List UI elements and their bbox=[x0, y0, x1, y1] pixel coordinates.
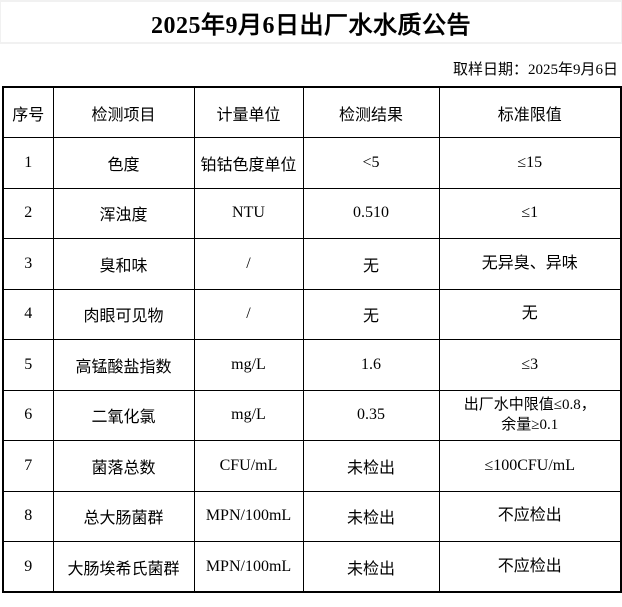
cell-no: 9 bbox=[2, 541, 54, 593]
cell-no: 7 bbox=[2, 440, 54, 492]
cell-item: 高锰酸盐指数 bbox=[52, 339, 195, 391]
col-header-item: 检测项目 bbox=[52, 86, 195, 138]
cell-result: 0.510 bbox=[302, 187, 440, 239]
cell-no: 8 bbox=[2, 490, 54, 542]
table-row: 3 臭和味 / 无 无异臭、异味 bbox=[2, 238, 622, 290]
cell-result: 无 bbox=[302, 288, 440, 340]
cell-item: 臭和味 bbox=[52, 238, 195, 290]
cell-result: 未检出 bbox=[302, 440, 440, 492]
cell-unit: 铂钴色度单位 bbox=[193, 137, 304, 189]
cell-item: 大肠埃希氏菌群 bbox=[52, 541, 195, 593]
cell-unit: NTU bbox=[193, 187, 304, 239]
cell-limit: ≤1 bbox=[438, 187, 622, 239]
cell-limit: ≤15 bbox=[438, 137, 622, 189]
table-header-row: 序号 检测项目 计量单位 检测结果 标准限值 bbox=[2, 86, 622, 138]
cell-result: 未检出 bbox=[302, 490, 440, 542]
cell-unit: / bbox=[193, 288, 304, 340]
cell-unit: / bbox=[193, 238, 304, 290]
cell-limit: 无异臭、异味 bbox=[438, 238, 622, 290]
cell-unit: MPN/100mL bbox=[193, 490, 304, 542]
cell-unit: CFU/mL bbox=[193, 440, 304, 492]
cell-no: 6 bbox=[2, 389, 54, 441]
cell-result: <5 bbox=[302, 137, 440, 189]
cell-limit: 不应检出 bbox=[438, 541, 622, 593]
cell-unit: mg/L bbox=[193, 389, 304, 441]
table-row: 7 菌落总数 CFU/mL 未检出 ≤100CFU/mL bbox=[2, 440, 622, 492]
table-row: 2 浑浊度 NTU 0.510 ≤1 bbox=[2, 187, 622, 239]
cell-unit: MPN/100mL bbox=[193, 541, 304, 593]
table-row: 1 色度 铂钴色度单位 <5 ≤15 bbox=[2, 137, 622, 189]
cell-limit: ≤100CFU/mL bbox=[438, 440, 622, 492]
cell-result: 未检出 bbox=[302, 541, 440, 593]
cell-item: 二氧化氯 bbox=[52, 389, 195, 441]
cell-result: 1.6 bbox=[302, 339, 440, 391]
table-row: 8 总大肠菌群 MPN/100mL 未检出 不应检出 bbox=[2, 490, 622, 542]
cell-limit: 无 bbox=[438, 288, 622, 340]
cell-no: 1 bbox=[2, 137, 54, 189]
cell-no: 3 bbox=[2, 238, 54, 290]
cell-no: 2 bbox=[2, 187, 54, 239]
table-row: 6 二氧化氯 mg/L 0.35 出厂水中限值≤0.8， 余量≥0.1 bbox=[2, 389, 622, 441]
cell-result: 0.35 bbox=[302, 389, 440, 441]
cell-limit: ≤3 bbox=[438, 339, 622, 391]
col-header-limit: 标准限值 bbox=[438, 86, 622, 138]
water-quality-table: 序号 检测项目 计量单位 检测结果 标准限值 1 色度 铂钴色度单位 <5 ≤1… bbox=[2, 86, 622, 593]
cell-unit: mg/L bbox=[193, 339, 304, 391]
cell-no: 5 bbox=[2, 339, 54, 391]
title-bar: 2025年9月6日出厂水水质公告 bbox=[0, 0, 622, 44]
col-header-result: 检测结果 bbox=[302, 86, 440, 138]
table-row: 4 肉眼可见物 / 无 无 bbox=[2, 288, 622, 340]
table-row: 9 大肠埃希氏菌群 MPN/100mL 未检出 不应检出 bbox=[2, 541, 622, 593]
cell-item: 色度 bbox=[52, 137, 195, 189]
cell-no: 4 bbox=[2, 288, 54, 340]
cell-limit: 不应检出 bbox=[438, 490, 622, 542]
page-title: 2025年9月6日出厂水水质公告 bbox=[151, 12, 471, 39]
cell-item: 肉眼可见物 bbox=[52, 288, 195, 340]
sampling-date: 取样日期：2025年9月6日 bbox=[452, 62, 618, 78]
cell-result: 无 bbox=[302, 238, 440, 290]
cell-limit: 出厂水中限值≤0.8， 余量≥0.1 bbox=[438, 389, 622, 441]
cell-item: 菌落总数 bbox=[52, 440, 195, 492]
col-header-no: 序号 bbox=[2, 86, 54, 138]
col-header-unit: 计量单位 bbox=[193, 86, 304, 138]
table-row: 5 高锰酸盐指数 mg/L 1.6 ≤3 bbox=[2, 339, 622, 391]
cell-item: 浑浊度 bbox=[52, 187, 195, 239]
cell-item: 总大肠菌群 bbox=[52, 490, 195, 542]
